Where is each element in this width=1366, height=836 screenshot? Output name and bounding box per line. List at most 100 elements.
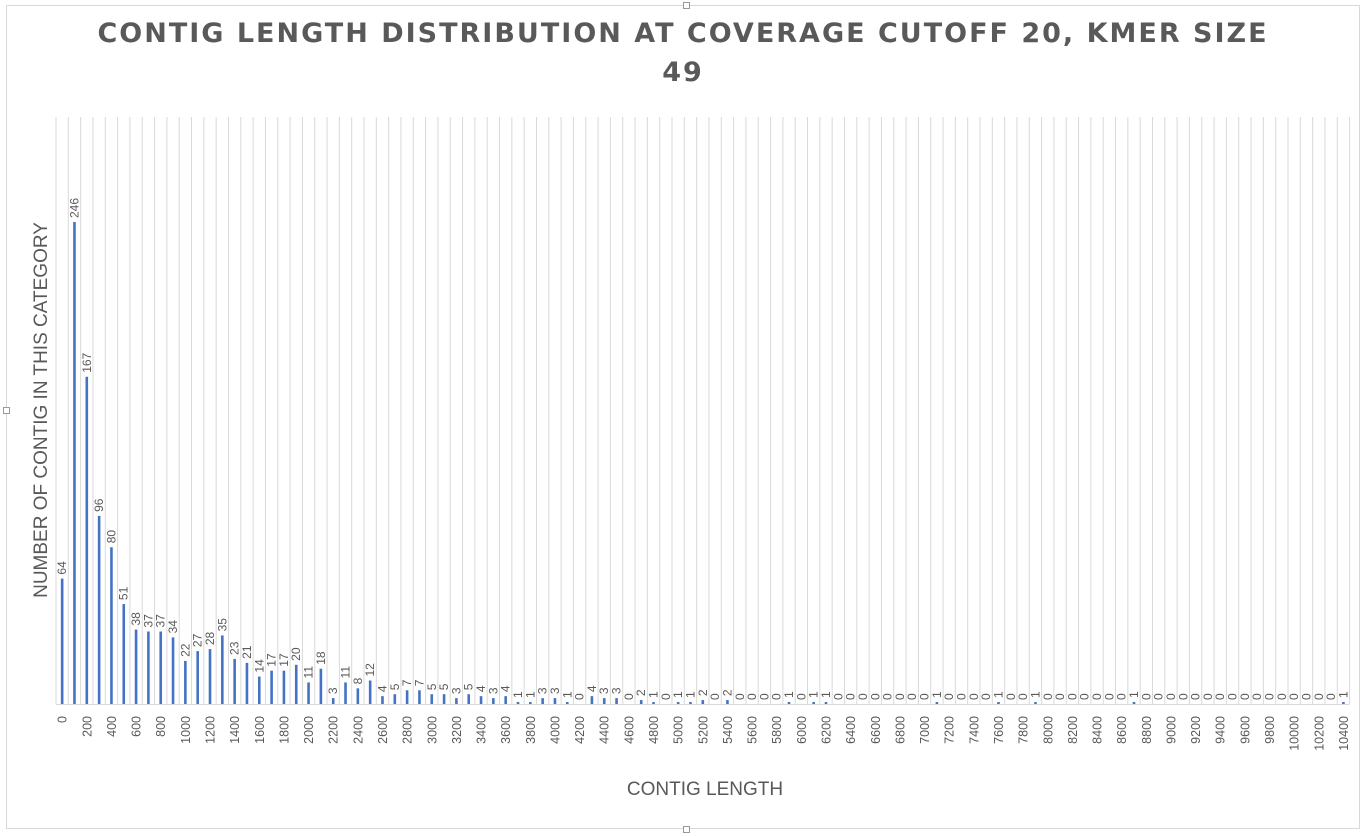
bar xyxy=(602,698,606,704)
bar xyxy=(455,698,458,704)
resize-handle-top[interactable] xyxy=(683,2,690,9)
bar xyxy=(1342,702,1345,704)
data-label: 8 xyxy=(351,677,365,684)
data-label: 0 xyxy=(1078,693,1092,700)
data-label: 0 xyxy=(1250,693,1264,700)
data-label: 38 xyxy=(129,612,143,626)
bar xyxy=(615,698,618,704)
x-tick-label: 1400 xyxy=(228,716,242,744)
x-tick-label: 5400 xyxy=(721,716,735,744)
bar xyxy=(701,700,705,704)
data-label: 18 xyxy=(314,651,328,665)
data-label: 2 xyxy=(696,689,710,696)
data-label: 0 xyxy=(770,693,784,700)
data-label: 0 xyxy=(1275,693,1289,700)
data-label: 0 xyxy=(1238,693,1252,700)
x-tick-label: 400 xyxy=(105,716,119,737)
x-tick-label: 10200 xyxy=(1312,716,1326,751)
bar xyxy=(553,698,557,704)
bar xyxy=(504,696,507,704)
bar xyxy=(159,631,163,704)
data-label: 0 xyxy=(1065,693,1079,700)
data-label: 2 xyxy=(720,689,734,696)
bar xyxy=(60,578,64,704)
bar xyxy=(294,664,298,704)
bar xyxy=(245,662,249,704)
chart-title-line-2: 49 xyxy=(662,57,704,88)
data-label: 1 xyxy=(1127,691,1141,698)
bar xyxy=(381,696,384,704)
x-tick-label: 4600 xyxy=(622,716,636,744)
resize-handle-left[interactable] xyxy=(3,407,10,414)
data-label: 96 xyxy=(92,498,106,512)
x-tick-label: 1600 xyxy=(253,716,267,744)
data-label: 12 xyxy=(363,663,377,677)
data-label: 0 xyxy=(622,693,636,700)
x-tick-label: 8400 xyxy=(1091,716,1105,744)
x-tick-label: 9000 xyxy=(1164,716,1178,744)
x-tick-label: 4400 xyxy=(598,716,612,744)
bar xyxy=(208,649,212,704)
x-tick-label: 3600 xyxy=(499,716,513,744)
bar xyxy=(676,702,680,704)
bar xyxy=(590,696,594,704)
data-label: 17 xyxy=(277,653,291,667)
data-label: 3 xyxy=(536,687,550,694)
bar xyxy=(233,658,236,704)
bar xyxy=(282,670,286,704)
data-label: 3 xyxy=(548,687,562,694)
bar xyxy=(368,680,372,704)
data-label: 0 xyxy=(1016,693,1030,700)
bar xyxy=(257,676,261,704)
data-label: 1 xyxy=(683,691,697,698)
bar xyxy=(726,700,729,704)
x-tick-label: 9800 xyxy=(1263,716,1277,744)
x-tick-label: 9400 xyxy=(1214,716,1228,744)
x-tick-label: 10400 xyxy=(1337,716,1351,751)
data-label: 5 xyxy=(388,683,402,690)
bar xyxy=(122,604,126,704)
x-tick-label: 6200 xyxy=(820,716,834,744)
data-label: 0 xyxy=(659,693,673,700)
bars xyxy=(60,222,1345,704)
data-label: 0 xyxy=(1312,693,1326,700)
bar xyxy=(134,629,138,704)
data-label: 0 xyxy=(1287,693,1301,700)
x-tick-label: 7400 xyxy=(967,716,981,744)
data-label: 1 xyxy=(819,691,833,698)
data-label: 0 xyxy=(905,693,919,700)
resize-handle-bottom[interactable] xyxy=(683,826,690,833)
data-label: 7 xyxy=(412,679,426,686)
data-label: 0 xyxy=(1201,693,1215,700)
data-label: 0 xyxy=(1324,693,1338,700)
bar xyxy=(529,702,532,704)
bar xyxy=(405,690,409,704)
bar xyxy=(307,682,310,704)
data-label: 3 xyxy=(486,687,500,694)
data-label: 1 xyxy=(560,691,574,698)
data-label: 0 xyxy=(1226,693,1240,700)
data-label: 0 xyxy=(1090,693,1104,700)
bar xyxy=(147,631,150,704)
x-tick-label: 2400 xyxy=(351,716,365,744)
data-label: 22 xyxy=(178,643,192,657)
x-tick-label: 3400 xyxy=(475,716,489,744)
bar xyxy=(652,702,655,704)
x-tick-label: 1800 xyxy=(277,716,291,744)
x-tick-label: 8200 xyxy=(1066,716,1080,744)
data-label: 3 xyxy=(610,687,624,694)
x-tick-label: 5000 xyxy=(672,716,686,744)
x-tick-label: 2200 xyxy=(327,716,341,744)
bar xyxy=(442,694,446,704)
data-label: 0 xyxy=(794,693,808,700)
bar xyxy=(1034,702,1037,704)
data-label: 3 xyxy=(326,687,340,694)
data-label: 0 xyxy=(1053,693,1067,700)
bar xyxy=(171,637,175,704)
data-label: 0 xyxy=(708,693,722,700)
bar xyxy=(935,702,939,704)
data-label: 1 xyxy=(807,691,821,698)
bar xyxy=(270,670,273,704)
x-tick-label: 6400 xyxy=(844,716,858,744)
